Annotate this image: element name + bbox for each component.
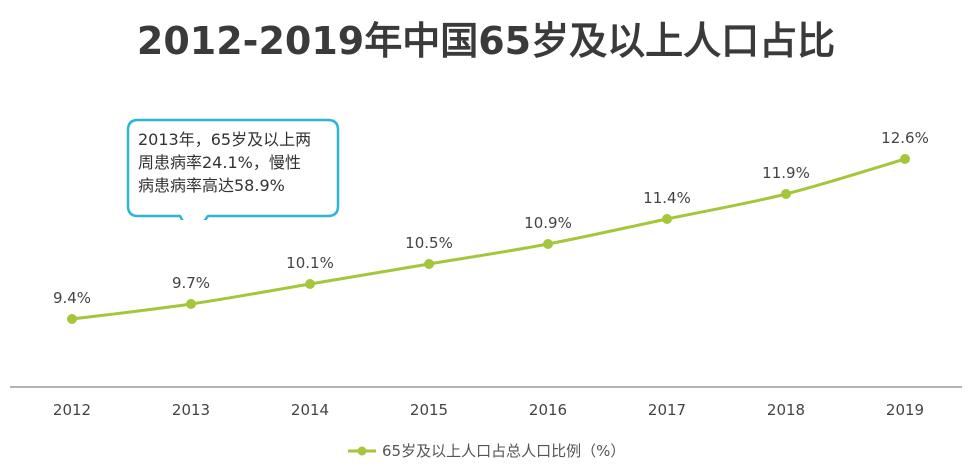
legend-point-marker	[357, 446, 367, 456]
data-point	[781, 189, 791, 199]
x-tick-label: 2013	[172, 401, 210, 419]
data-label: 11.4%	[643, 189, 691, 207]
x-tick-label: 2016	[529, 401, 567, 419]
annotation-callout	[126, 118, 340, 220]
chart-title: 2012-2019年中国65岁及以上人口占比	[136, 19, 836, 63]
data-label: 10.1%	[286, 254, 334, 272]
legend: 65岁及以上人口占总人口比例（%）	[348, 442, 625, 460]
callout-bubble	[126, 118, 340, 220]
x-tick-label: 2018	[767, 401, 805, 419]
series-line	[71, 157, 906, 321]
data-label: 11.9%	[762, 164, 810, 182]
x-tick-label: 2014	[291, 401, 329, 419]
data-point	[305, 279, 315, 289]
data-label: 9.7%	[172, 274, 210, 292]
x-tick-label: 2012	[53, 401, 91, 419]
data-point	[900, 154, 910, 164]
legend-label: 65岁及以上人口占总人口比例（%）	[382, 442, 625, 460]
x-tick-label: 2015	[410, 401, 448, 419]
data-label: 10.5%	[405, 234, 453, 252]
data-point	[424, 259, 434, 269]
annotation-line-3: 病患病率高达58.9%	[138, 176, 285, 195]
data-label: 12.6%	[881, 129, 929, 147]
data-point	[186, 299, 196, 309]
data-point	[543, 239, 553, 249]
x-tick-label: 2019	[886, 401, 924, 419]
data-label: 9.4%	[53, 289, 91, 307]
annotation-text: 2013年，65岁及以上两 周患病率24.1%，慢性 病患病率高达58.9%	[138, 128, 338, 197]
annotation-line-2: 周患病率24.1%，慢性	[138, 153, 301, 172]
x-tick-label: 2017	[648, 401, 686, 419]
annotation-line-1: 2013年，65岁及以上两	[138, 130, 312, 149]
data-label: 10.9%	[524, 214, 572, 232]
data-point	[67, 314, 77, 324]
data-point	[662, 214, 672, 224]
